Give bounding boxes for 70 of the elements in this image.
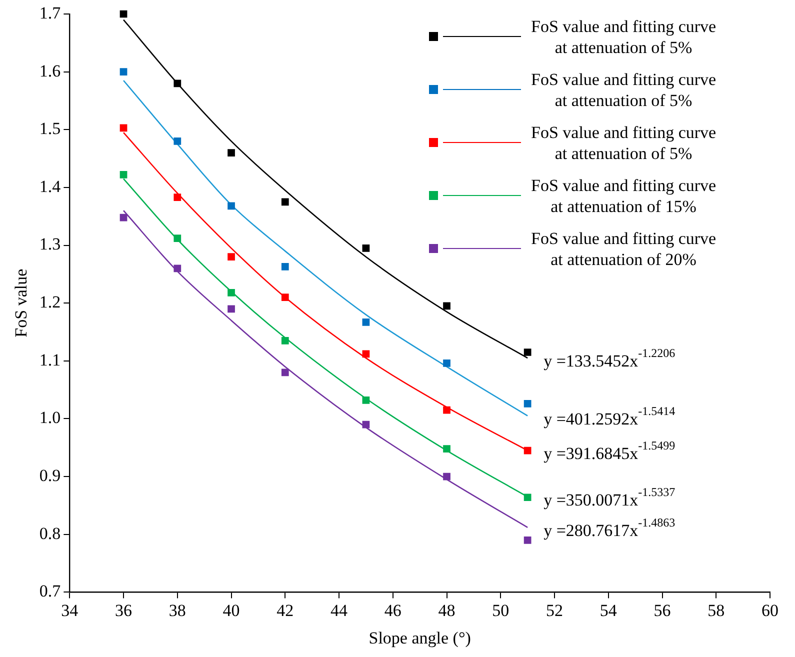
y-tick-label: 1.2 [39,292,61,312]
point [281,294,289,301]
point [228,202,235,210]
legend-label: FoS value and fitting curve at attenuation of 20% [531,228,716,270]
point [362,244,370,252]
point [120,124,128,132]
point [524,446,532,454]
x-tick-label: 56 [654,600,671,620]
x-tick-label: 34 [61,600,79,620]
x-tick-label: 38 [168,600,186,620]
y-axis-title: FoS value [12,268,31,338]
line-series [122,19,528,359]
point [174,234,182,242]
point [443,302,450,310]
y-tick-label: 0.7 [39,582,62,601]
y-tick-label: 1.5 [39,119,61,138]
legend-label: FoS value and fitting curve at attenuation of 5% [531,122,716,164]
line-series [122,210,528,528]
x-tick-label: 44 [330,600,348,620]
x-tick-label: 54 [600,600,618,620]
point [228,305,235,313]
point [443,472,450,480]
point [362,350,370,358]
point [524,494,532,502]
point [120,171,128,178]
legend-label: FoS value and fitting curve at attenuation of 5% [531,16,716,58]
point [443,445,450,452]
point [174,80,182,88]
point [362,318,370,326]
point [281,368,289,376]
point [174,138,182,145]
point [120,10,128,18]
y-tick-label: 1.7 [39,3,62,22]
point [524,348,532,356]
x-tick-label: 40 [222,600,240,620]
legend-label: FoS value and fitting curve at attenuation of 15% [531,174,716,216]
y-tick-label: 1.1 [39,350,61,370]
x-tick-label: 48 [438,600,456,620]
point [362,396,370,404]
point [174,194,182,201]
x-tick-label: 36 [115,600,132,620]
legend-label: FoS value and fitting curve at attenuation of 5% [531,68,716,110]
line-series [122,80,528,416]
point [362,420,370,428]
x-tick-label: 42 [276,600,294,620]
point [120,214,128,222]
y-tick-label: 1.6 [39,61,61,80]
point [281,262,289,270]
point [281,337,289,344]
point [228,253,235,261]
x-tick-label: 46 [384,600,402,620]
point [281,198,289,206]
point [120,68,128,76]
y-tick-label: 1.4 [39,176,62,196]
x-tick-label: 50 [492,600,510,620]
y-tick-label: 0.8 [39,524,61,543]
point [443,360,450,367]
point [524,536,532,544]
point [228,289,235,296]
x-tick-label: 58 [708,600,725,620]
y-tick-label: 1.3 [39,234,61,254]
point [524,400,532,408]
y-tick-label: 1.0 [39,408,61,428]
x-tick-label: 52 [546,600,564,620]
point [174,264,182,272]
point [443,406,450,414]
x-axis-title: Slope angle (°) [368,628,471,648]
y-tick-label: 0.9 [39,466,61,486]
x-tick-label: 60 [762,600,778,620]
point [228,149,235,156]
